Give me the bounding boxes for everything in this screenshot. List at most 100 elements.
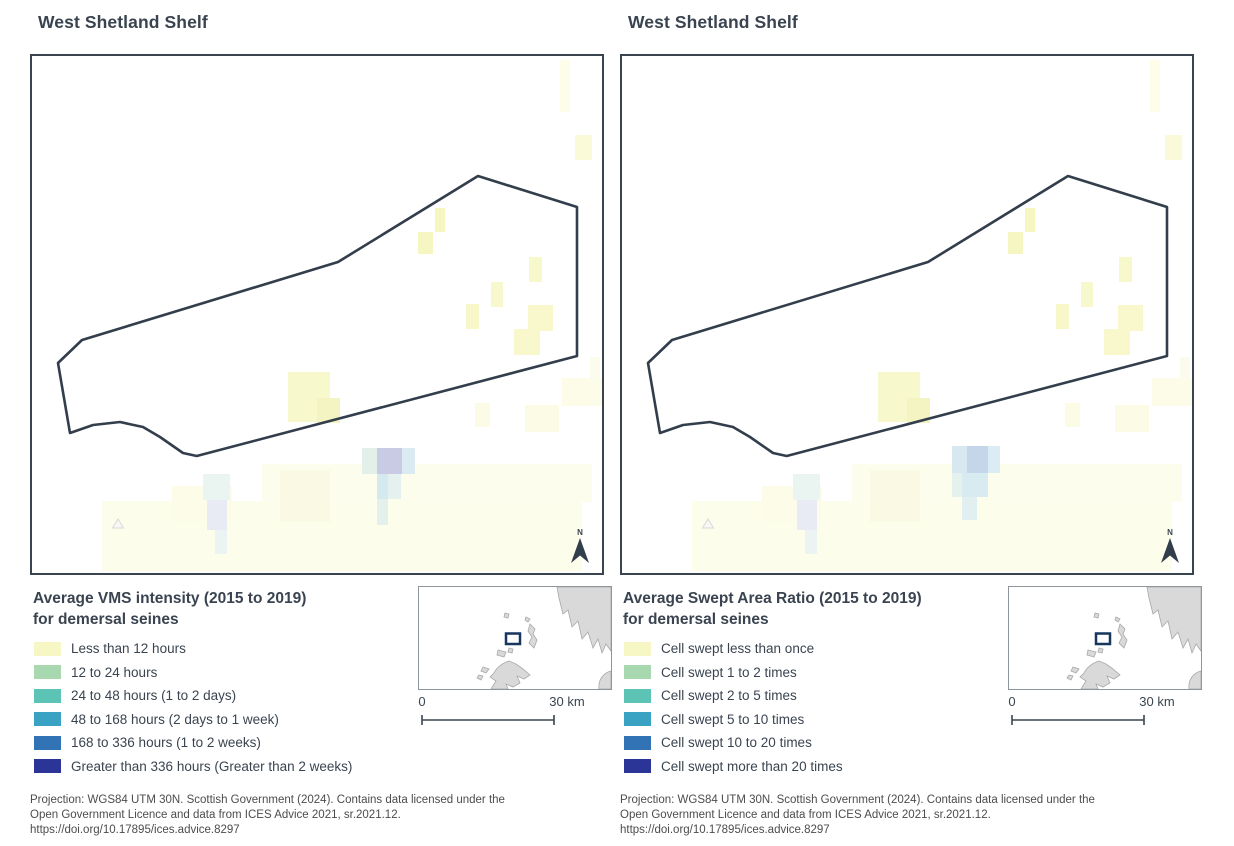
scale-zero-label: 0 bbox=[418, 694, 425, 709]
legend-label: Cell swept more than 20 times bbox=[661, 758, 843, 774]
map-canvas bbox=[646, 60, 1192, 571]
fishing-intensity-cell bbox=[514, 329, 540, 355]
fishing-intensity-cell bbox=[967, 446, 988, 473]
legend: Average VMS intensity (2015 to 2019) for… bbox=[33, 588, 433, 778]
fishing-intensity-cell bbox=[1081, 282, 1093, 307]
legend-label: Cell swept 5 to 10 times bbox=[661, 711, 805, 727]
shelf-boundary-polygon bbox=[646, 174, 1169, 458]
fishing-intensity-cell bbox=[952, 446, 967, 473]
legend-label: Less than 12 hours bbox=[71, 641, 186, 657]
shetland bbox=[527, 623, 538, 649]
fishing-intensity-cell bbox=[590, 357, 600, 380]
panel-swept-area-ratio: West Shetland Shelf N Average Swept Area… bbox=[620, 0, 1202, 846]
fishing-intensity-cell bbox=[317, 398, 340, 423]
fishing-intensity-cell bbox=[1056, 304, 1069, 329]
legend-item: Cell swept 5 to 10 times bbox=[623, 708, 1023, 732]
legend-item: Cell swept less than once bbox=[623, 637, 1023, 661]
fishing-intensity-cell bbox=[962, 497, 977, 520]
shetland bbox=[524, 616, 531, 623]
north-arrow-icon: N bbox=[568, 529, 592, 569]
fishing-intensity-cell bbox=[435, 208, 445, 232]
fishing-intensity-cell bbox=[1118, 305, 1143, 331]
fishing-intensity-cell bbox=[988, 446, 1000, 473]
north-arrow-glyph bbox=[1161, 538, 1179, 563]
fishing-intensity-cell bbox=[907, 398, 930, 423]
inset-locator-map bbox=[1008, 586, 1202, 690]
scale-bar: 0 30 km bbox=[416, 692, 606, 728]
map-title: West Shetland Shelf bbox=[38, 12, 208, 32]
attribution-line: Open Government Licence and data from IC… bbox=[30, 809, 401, 821]
fishing-intensity-cell bbox=[466, 304, 479, 329]
attribution-line: Projection: WGS84 UTM 30N. Scottish Gove… bbox=[620, 794, 1095, 806]
shelf-boundary-polygon bbox=[56, 174, 579, 458]
fishing-intensity-cell bbox=[280, 470, 330, 522]
legend-label: 168 to 336 hours (1 to 2 weeks) bbox=[71, 735, 261, 751]
triangle-symbol bbox=[111, 518, 125, 529]
fishing-intensity-cell bbox=[1115, 405, 1149, 432]
fair-isle bbox=[503, 612, 510, 619]
scale-bar: 0 30 km bbox=[1006, 692, 1196, 728]
north-arrow-icon: N bbox=[1158, 529, 1182, 569]
legend-item: Cell swept 10 to 20 times bbox=[623, 731, 1023, 755]
attribution-line: Projection: WGS84 UTM 30N. Scottish Gove… bbox=[30, 794, 505, 806]
orkney bbox=[1097, 647, 1104, 654]
legend-label: Cell swept 1 to 2 times bbox=[661, 664, 797, 680]
legend: Average Swept Area Ratio (2015 to 2019) … bbox=[623, 588, 1023, 778]
fishing-intensity-cell bbox=[562, 378, 602, 406]
fishing-intensity-cell bbox=[388, 474, 401, 499]
fishing-intensity-cell bbox=[952, 473, 962, 497]
shetland bbox=[1117, 623, 1128, 649]
shetland bbox=[1114, 616, 1121, 623]
north-arrow-glyph bbox=[571, 538, 589, 563]
inset-map-graphic bbox=[1066, 587, 1201, 689]
legend-item: 168 to 336 hours (1 to 2 weeks) bbox=[33, 731, 433, 755]
map-frame: N bbox=[30, 54, 604, 575]
legend-items: Cell swept less than once Cell swept 1 t… bbox=[623, 637, 1023, 778]
legend-title-line2: for demersal seines bbox=[33, 611, 179, 628]
legend-label: Cell swept 2 to 5 times bbox=[661, 688, 797, 704]
study-area-marker bbox=[504, 632, 522, 646]
hebrides bbox=[1066, 674, 1074, 681]
hebrides bbox=[480, 666, 490, 674]
legend-swatch bbox=[34, 735, 61, 750]
fishing-intensity-cell bbox=[491, 282, 503, 307]
scotland-mainland bbox=[489, 660, 531, 689]
legend-title-line1: Average VMS intensity (2015 to 2019) bbox=[33, 590, 307, 607]
legend-label: 48 to 168 hours (2 days to 1 week) bbox=[71, 711, 279, 727]
fishing-intensity-cell bbox=[805, 530, 817, 554]
legend-title: Average VMS intensity (2015 to 2019) for… bbox=[33, 588, 433, 630]
legend-item: Cell swept 1 to 2 times bbox=[623, 661, 1023, 685]
legend-swatch bbox=[624, 712, 651, 727]
legend-swatch bbox=[34, 665, 61, 680]
fishing-intensity-cell bbox=[528, 305, 553, 331]
fishing-intensity-cell bbox=[797, 500, 817, 530]
legend-title-line2: for demersal seines bbox=[623, 611, 769, 628]
scale-end-label: 30 km bbox=[1139, 694, 1174, 709]
legend-item: 48 to 168 hours (2 days to 1 week) bbox=[33, 708, 433, 732]
attribution: Projection: WGS84 UTM 30N. Scottish Gove… bbox=[620, 793, 1202, 838]
legend-label: Cell swept less than once bbox=[661, 641, 815, 657]
norway-coast bbox=[1146, 587, 1201, 655]
scale-end-label: 30 km bbox=[549, 694, 584, 709]
scotland-mainland bbox=[1079, 660, 1121, 689]
fishing-intensity-cell bbox=[1119, 257, 1132, 282]
fishing-intensity-cell bbox=[418, 232, 433, 254]
fishing-intensity-cell bbox=[215, 530, 227, 554]
panel-vms-intensity: West Shetland Shelf N Average VMS intens… bbox=[30, 0, 612, 846]
denmark-coast bbox=[1188, 670, 1201, 689]
fishing-intensity-cell bbox=[529, 257, 542, 282]
map-canvas bbox=[56, 60, 602, 571]
legend-item: Cell swept more than 20 times bbox=[623, 755, 1023, 779]
legend-item: 12 to 24 hours bbox=[33, 661, 433, 685]
legend-swatch bbox=[34, 759, 61, 774]
legend-item: Less than 12 hours bbox=[33, 637, 433, 661]
legend-swatch bbox=[624, 641, 651, 656]
fishing-intensity-cell bbox=[1180, 357, 1190, 380]
legend-swatch bbox=[34, 641, 61, 656]
map-title: West Shetland Shelf bbox=[628, 12, 798, 32]
fishing-intensity-cell bbox=[560, 60, 570, 112]
fishing-intensity-cell bbox=[1165, 135, 1182, 160]
hebrides bbox=[476, 674, 484, 681]
legend-label: Greater than 336 hours (Greater than 2 w… bbox=[71, 758, 353, 774]
